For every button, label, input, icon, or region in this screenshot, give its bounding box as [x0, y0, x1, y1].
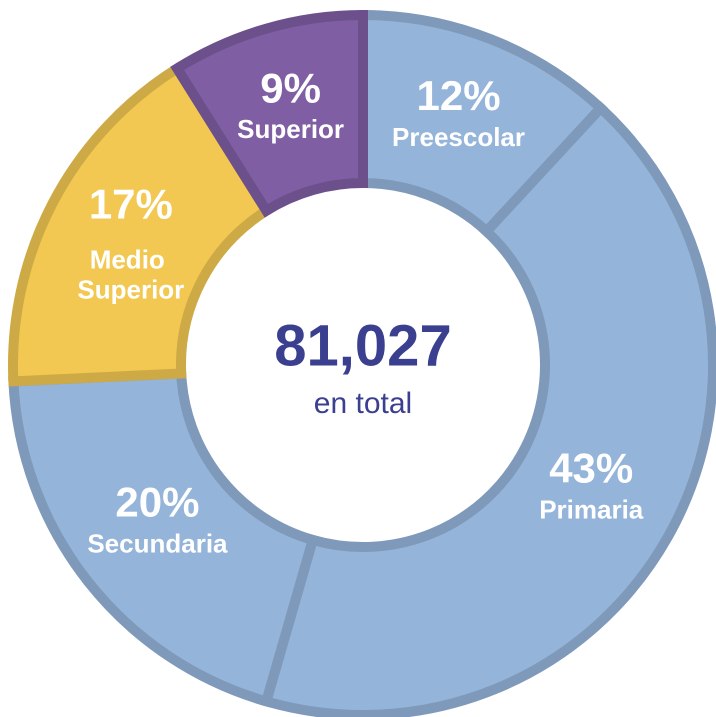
- category-label: Secundaria: [87, 528, 228, 558]
- slice: [8, 368, 319, 708]
- value-label: 9%: [260, 64, 321, 111]
- total-caption: en total: [314, 387, 412, 420]
- slices: [8, 9, 716, 717]
- category-label-line: Medio: [90, 244, 172, 274]
- category-label: Superior: [237, 114, 344, 144]
- category-label: Medio Superior: [77, 244, 184, 304]
- category-label-line: Superior: [77, 274, 184, 304]
- value-label: 17%: [89, 181, 173, 228]
- value-label: 43%: [549, 445, 633, 492]
- total-value: 81,027: [274, 313, 451, 378]
- value-label: 20%: [115, 479, 199, 526]
- slice: [8, 61, 274, 387]
- slice: [260, 101, 716, 717]
- category-label: Preescolar: [392, 122, 525, 152]
- category-label: Primaria: [539, 495, 644, 525]
- labels: 12%Preescolar 43%Primaria 20%Secundaria 17%…: [77, 64, 643, 558]
- slice: [170, 9, 368, 218]
- value-label: 12%: [417, 72, 501, 119]
